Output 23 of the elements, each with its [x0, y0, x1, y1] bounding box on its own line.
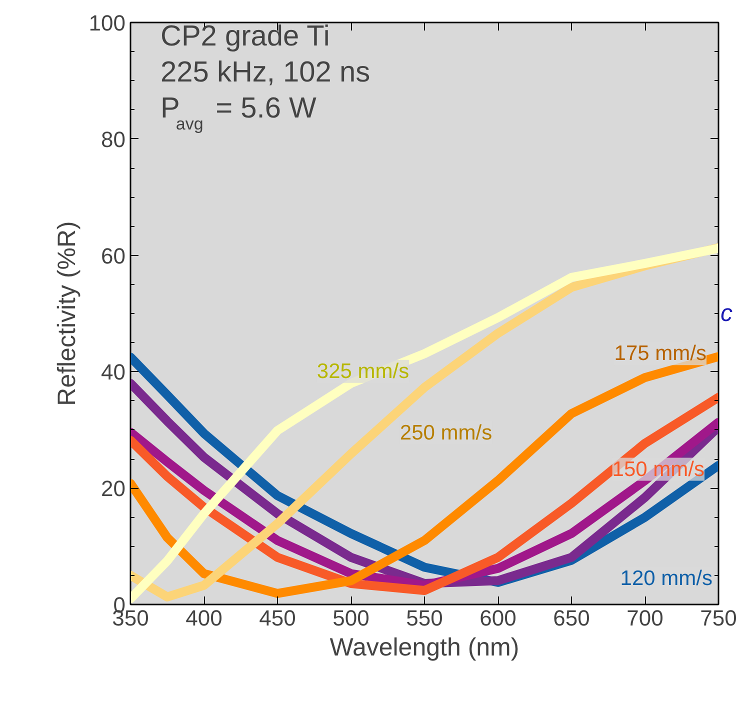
series-label: 150 mm/s [612, 458, 705, 481]
series-label: 175 mm/s [614, 342, 707, 366]
series-label: 325 mm/s [316, 360, 410, 383]
y-tick-label: 20 [101, 476, 126, 502]
x-tick-label: 400 [186, 606, 222, 630]
y-tick-label: 100 [88, 10, 126, 36]
y-tick-label: 80 [101, 126, 126, 152]
annotation: CP2 grade Ti [160, 20, 330, 52]
text: c [720, 300, 732, 327]
x-tick-label: 700 [626, 606, 664, 630]
y-axis-title: Reflectivity (%R) [52, 221, 81, 406]
x-tick-label: 600 [480, 606, 516, 630]
series-label: 120 mm/s [620, 566, 713, 590]
x-tick-label: 550 [406, 606, 443, 630]
annotation: 225 kHz, 102 ns [160, 56, 370, 88]
x-axis-title: Wavelength (nm) [330, 634, 520, 662]
x-tick-label: 450 [259, 606, 296, 630]
x-tick-label: 500 [332, 606, 370, 630]
y-tick-label: 40 [101, 360, 126, 385]
x-tick-label: 750 [700, 606, 737, 630]
y-tick-label: 60 [101, 243, 126, 268]
x-tick-label: 650 [553, 606, 590, 630]
series-label: 250 mm/s [400, 421, 492, 444]
